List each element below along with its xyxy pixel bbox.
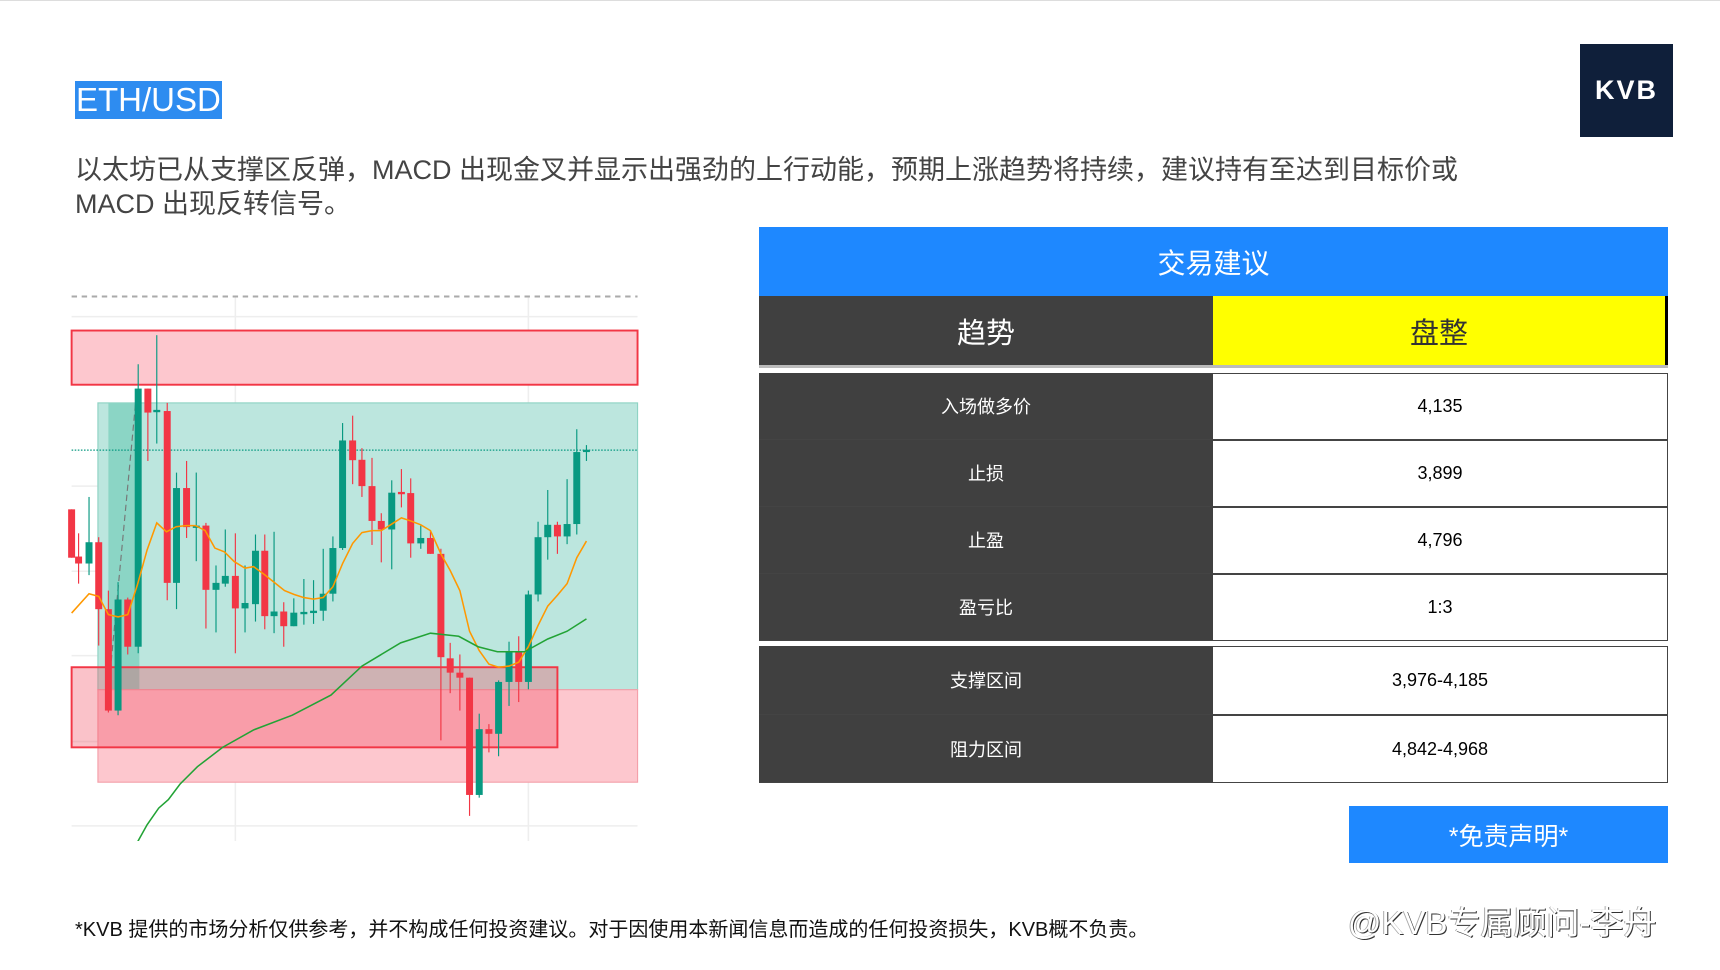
footer-disclaimer: *KVB 提供的市场分析仅供参考，并不构成任何投资建议。对于因使用本新闻信息而造…: [75, 919, 1149, 941]
bullish-candle: [417, 537, 425, 544]
row-value: 3,899: [1213, 440, 1668, 506]
bearish-candle: [466, 677, 474, 795]
bullish-candle: [319, 593, 327, 611]
row-label: 止损: [759, 440, 1213, 506]
bullish-candle: [221, 575, 229, 584]
bearish-candle: [163, 411, 171, 583]
bearish-candle: [75, 556, 83, 564]
analysis-summary: 以太坊已从支撑区反弹，MACD 出现金叉并显示出强劲的上行动能，预期上涨趋势将持…: [75, 155, 1458, 219]
row-value: 4,796: [1213, 507, 1668, 573]
bullish-candle: [270, 611, 278, 617]
bullish-candle: [153, 409, 161, 413]
disclaimer-button[interactable]: *免责声明*: [1349, 806, 1668, 863]
resistance-zone: [70, 329, 639, 386]
bearish-candle: [446, 658, 454, 673]
table-row: 盈亏比 1:3: [759, 574, 1668, 641]
bearish-candle: [407, 493, 415, 544]
bearish-candle: [95, 542, 103, 610]
row-value: 1:3: [1213, 574, 1668, 640]
row-label: 盈亏比: [759, 574, 1213, 640]
bullish-candle: [252, 550, 259, 605]
entry-strip: [108, 402, 140, 690]
bullish-candle: [339, 440, 347, 549]
trend-value: 盘整: [1213, 296, 1668, 365]
row-label: 支撑区间: [759, 646, 1213, 714]
bearish-candle: [485, 729, 493, 734]
trend-label: 趋势: [759, 296, 1213, 365]
table-row: 止损 3,899: [759, 440, 1668, 507]
row-value: 4,842-4,968: [1213, 715, 1668, 782]
bullish-candle: [573, 452, 581, 525]
bullish-candle: [329, 548, 337, 594]
trend-row: 趋势 盘整: [759, 296, 1668, 368]
bullish-candle: [241, 602, 249, 609]
bullish-candle: [534, 537, 542, 595]
trade-suggestion-table: 交易建议 趋势 盘整 入场做多价 4,135 止损 3,899 止盈 4,796 盈亏…: [759, 227, 1668, 783]
row-label: 止盈: [759, 507, 1213, 573]
bearish-candle: [553, 524, 561, 537]
moving-average-fast: [71, 516, 588, 669]
bearish-candle: [377, 520, 385, 530]
row-value: 3,976-4,185: [1213, 646, 1668, 714]
bullish-candle: [173, 488, 180, 583]
bullish-candle: [114, 599, 122, 711]
bearish-candle: [144, 388, 152, 413]
bullish-candle: [475, 729, 483, 795]
table-row: 支撑区间 3,976-4,185: [759, 646, 1668, 715]
row-label: 阻力区间: [759, 715, 1213, 782]
support-zone: [70, 666, 559, 749]
price-chart: [68, 295, 639, 841]
table-row: 阻力区间 4,842-4,968: [759, 715, 1668, 783]
page-title: ETH/USD: [75, 81, 222, 119]
bearish-candle: [397, 491, 405, 495]
bearish-candle: [437, 553, 445, 658]
projection-line: [107, 404, 137, 692]
bearish-candle: [515, 650, 523, 682]
row-value: 4,135: [1213, 373, 1668, 439]
bullish-candle: [544, 524, 552, 538]
bearish-candle: [231, 575, 239, 609]
bearish-candle: [202, 525, 210, 590]
bullish-candle: [495, 681, 503, 734]
bearish-candle: [280, 611, 288, 627]
bearish-candle: [368, 486, 376, 521]
moving-average-slow: [137, 618, 587, 841]
bearish-candle: [426, 537, 434, 554]
bearish-candle: [183, 488, 191, 528]
bearish-candle: [358, 459, 366, 487]
table-row: 入场做多价 4,135: [759, 373, 1668, 440]
bearish-candle: [261, 550, 269, 617]
watermark: @KVB专属顾问-李舟: [1348, 904, 1657, 941]
stop-zone: [97, 689, 639, 783]
bearish-candle: [104, 609, 112, 711]
table-row: 止盈 4,796: [759, 507, 1668, 574]
row-label: 入场做多价: [759, 373, 1213, 439]
kvb-logo: KVB: [1580, 44, 1673, 137]
table-title: 交易建议: [759, 227, 1668, 296]
bullish-candle: [85, 542, 93, 564]
bullish-candle: [300, 611, 308, 615]
bullish-candle: [310, 610, 318, 614]
bullish-candle: [563, 524, 571, 537]
bearish-candle: [124, 599, 132, 647]
bullish-candle: [582, 449, 590, 453]
bullish-candle: [290, 612, 298, 627]
bearish-candle: [68, 509, 76, 558]
bearish-candle: [349, 440, 357, 461]
bearish-candle: [456, 672, 464, 678]
bullish-candle: [212, 582, 220, 590]
bullish-candle: [134, 388, 142, 647]
bullish-candle: [524, 594, 532, 682]
bullish-candle: [388, 492, 396, 530]
